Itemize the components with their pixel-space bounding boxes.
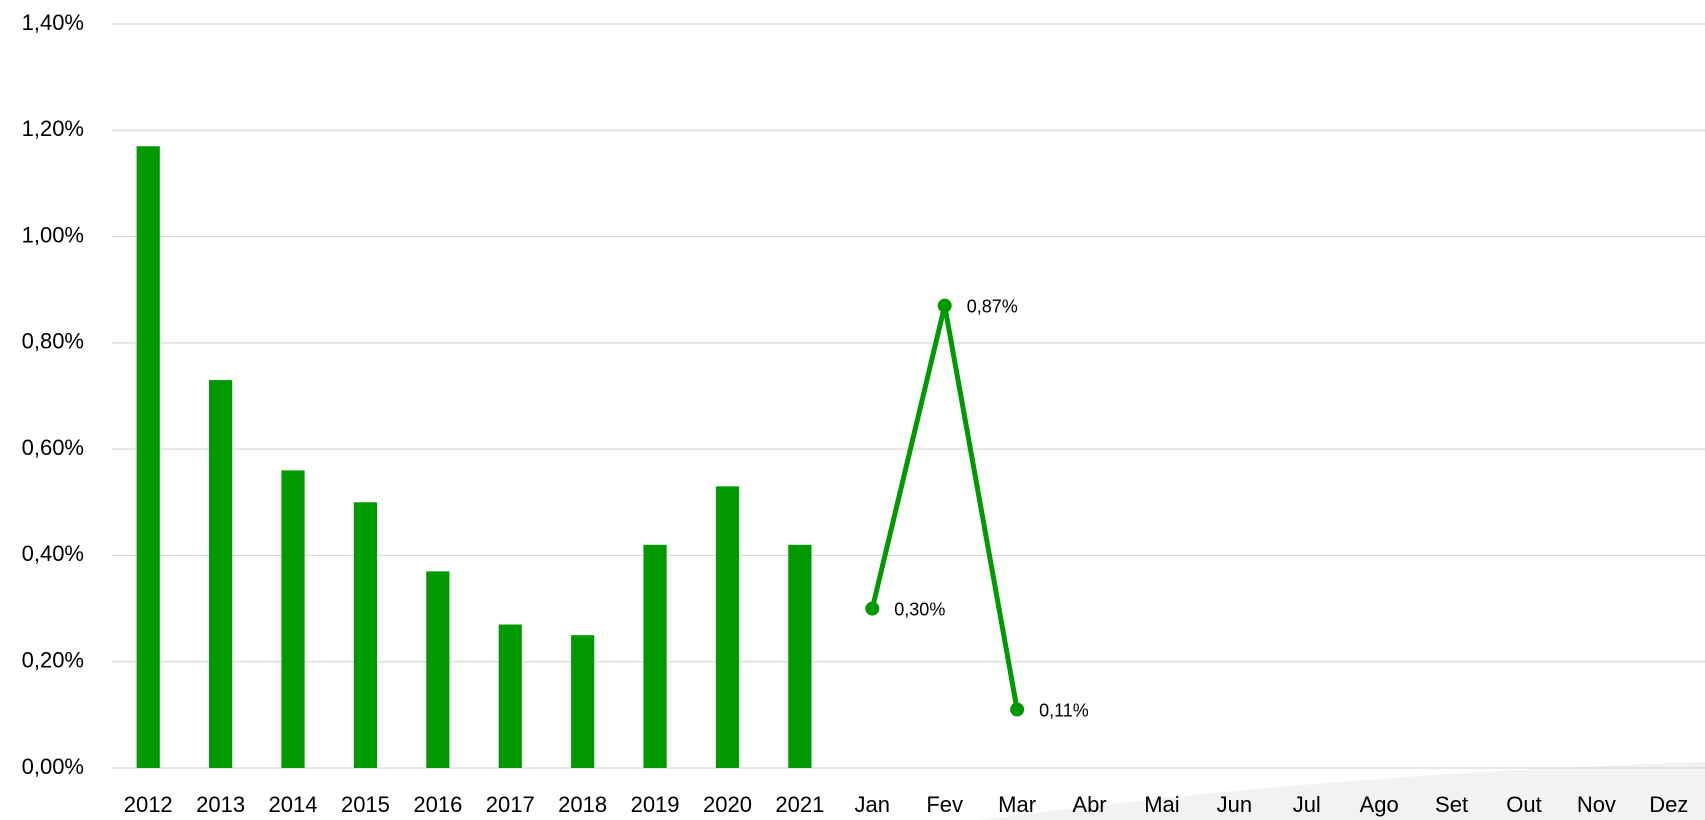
- x-tick-label: Jun: [1217, 792, 1252, 817]
- bar: [209, 380, 233, 768]
- y-tick-label: 1,20%: [22, 116, 84, 141]
- bar: [426, 571, 450, 768]
- bar: [353, 502, 378, 768]
- bar: [281, 470, 305, 768]
- bar: [788, 544, 812, 768]
- bar: [571, 635, 595, 768]
- x-tick-label: 2019: [631, 792, 680, 817]
- x-tick-label: 2012: [124, 792, 173, 817]
- x-tick-label: 2021: [775, 792, 824, 817]
- x-tick-label: Fev: [926, 792, 963, 817]
- decor-swoosh: [980, 762, 1705, 820]
- x-tick-label: Out: [1506, 792, 1541, 817]
- value-label: 0,87%: [967, 296, 1018, 316]
- y-tick-label: 0,00%: [22, 754, 84, 779]
- bar: [498, 624, 522, 768]
- x-tick-label: 2014: [269, 792, 318, 817]
- x-tick-label: 2015: [341, 792, 390, 817]
- value-label: 0,30%: [894, 599, 945, 619]
- x-tick-label: 2020: [703, 792, 752, 817]
- x-tick-label: 2013: [196, 792, 245, 817]
- x-tick-label: 2018: [558, 792, 607, 817]
- value-label: 0,11%: [1039, 700, 1089, 720]
- x-tick-label: Mai: [1144, 792, 1179, 817]
- y-tick-label: 0,80%: [22, 329, 84, 354]
- x-tick-label: Abr: [1072, 792, 1106, 817]
- y-tick-label: 0,20%: [22, 648, 84, 673]
- x-tick-label: 2017: [486, 792, 535, 817]
- y-tick-label: 1,00%: [22, 222, 84, 247]
- line-point: [937, 298, 952, 313]
- y-tick-label: 1,40%: [22, 10, 84, 35]
- line-point: [865, 601, 880, 616]
- bar: [136, 146, 160, 768]
- x-tick-label: Jul: [1293, 792, 1321, 817]
- x-tick-label: Dez: [1649, 792, 1688, 817]
- line-point: [1010, 702, 1025, 717]
- x-tick-label: Mar: [998, 792, 1036, 817]
- x-tick-label: Set: [1435, 792, 1468, 817]
- line: [869, 303, 1020, 710]
- y-tick-label: 0,40%: [22, 541, 84, 566]
- bar: [643, 544, 667, 768]
- x-tick-label: Ago: [1360, 792, 1399, 817]
- x-tick-label: Nov: [1577, 792, 1616, 817]
- bar: [715, 486, 740, 768]
- x-tick-label: Jan: [855, 792, 890, 817]
- x-tick-label: 2016: [413, 792, 462, 817]
- y-tick-label: 0,60%: [22, 435, 84, 460]
